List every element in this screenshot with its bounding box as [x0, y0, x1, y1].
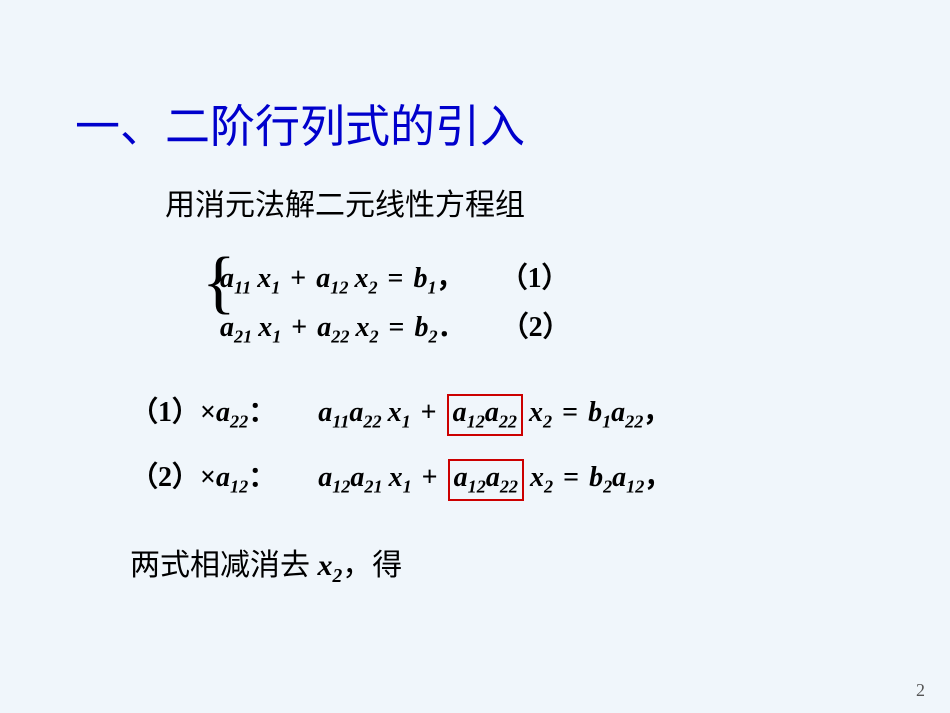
left-brace-icon: { — [202, 244, 236, 321]
slide-title: 一、二阶行列式的引入 — [75, 90, 525, 155]
conclusion-text: 两式相减消去 x2，得 — [130, 540, 402, 588]
slide: 一、二阶行列式的引入 用消元法解二元线性方程组 { a11x1 + a12x2 … — [0, 0, 950, 713]
page-number: 2 — [916, 680, 925, 701]
boxed-term-2: a12a22 — [448, 459, 524, 501]
system-eq1: a11x1 + a12x2 = b1， （1） — [220, 256, 571, 299]
system-eq2: a21x1 + a22x2 = b2． （2） — [220, 305, 571, 348]
slide-subtitle: 用消元法解二元线性方程组 — [165, 180, 525, 224]
boxed-term-1: a12a22 — [447, 394, 523, 436]
step-1: （1）×a22： a11a22x1 + a12a22x2 = b1a22， — [130, 390, 671, 436]
equation-system: { a11x1 + a12x2 = b1， （1） a21x1 + a22x2 … — [220, 250, 571, 353]
step-2: （2）×a12： a12a21x1 + a12a22x2 = b2a12， — [130, 455, 672, 501]
